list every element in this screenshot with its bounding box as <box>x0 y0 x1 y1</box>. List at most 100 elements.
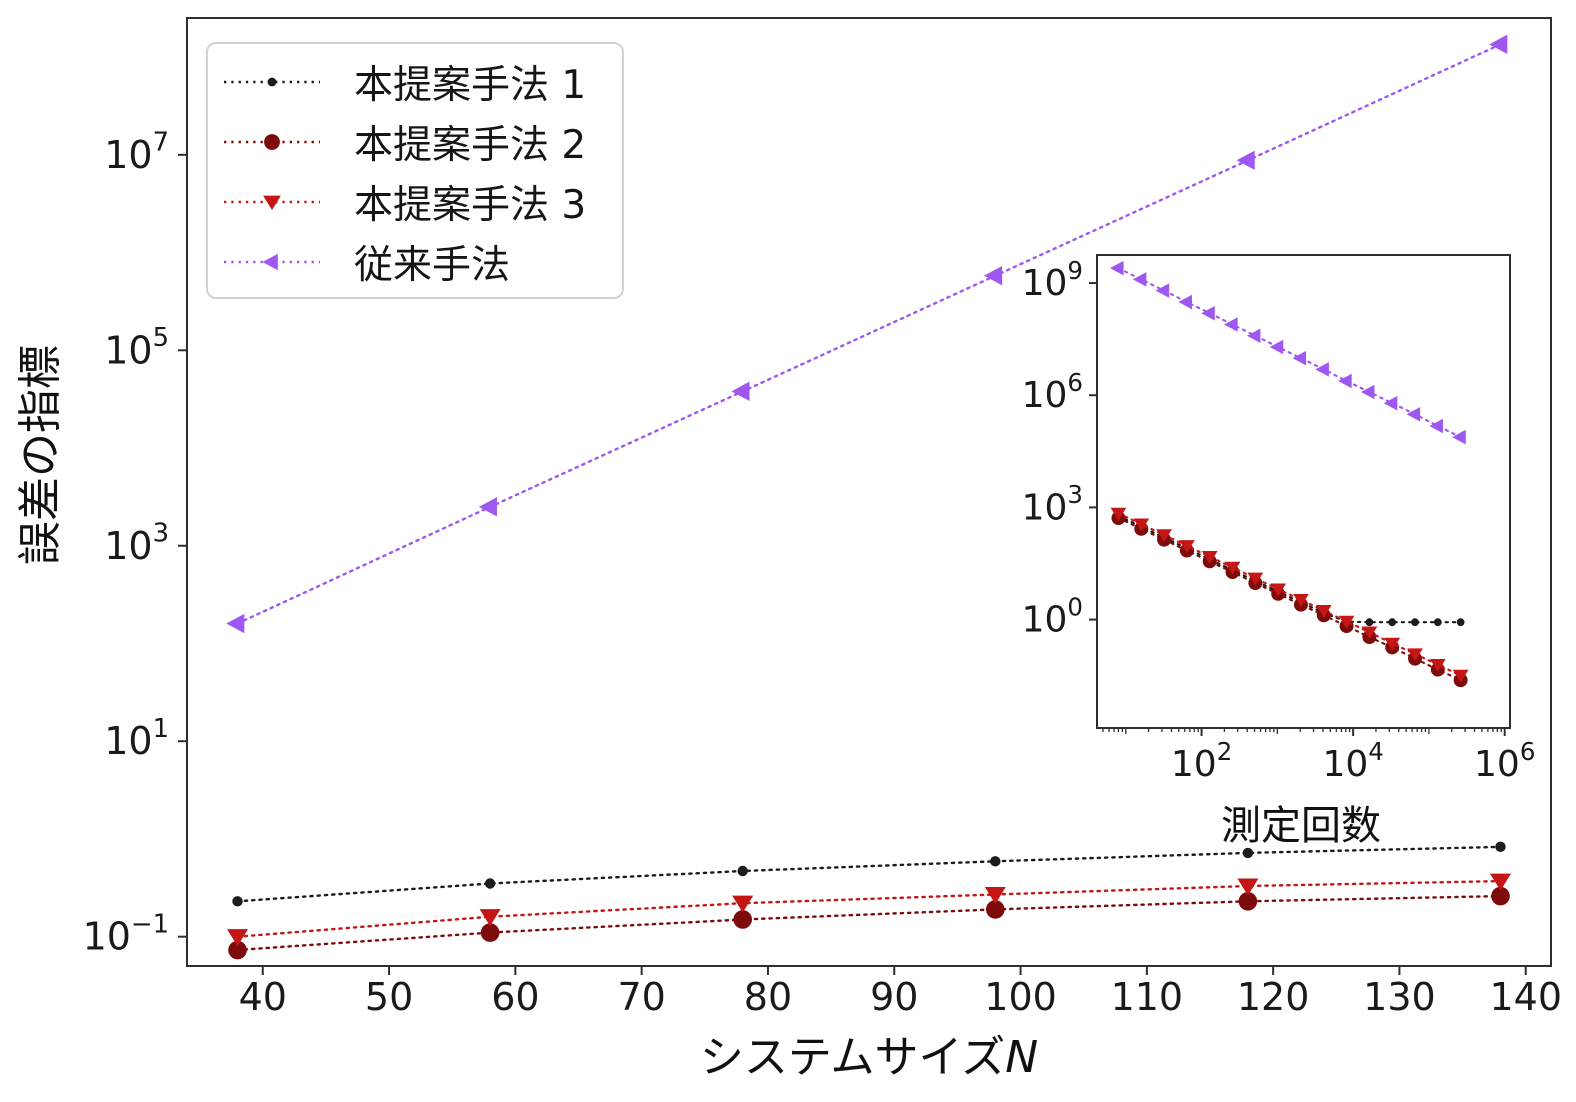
main-x-tick-label: 80 <box>744 975 792 1019</box>
legend-item: 従来手法 <box>220 232 622 292</box>
main-y-tick-label: 10−1 <box>83 910 169 959</box>
legend-item: 本提案手法 1 <box>220 52 622 112</box>
main-series-4-marker <box>226 613 245 634</box>
main-series-2-marker <box>480 923 500 942</box>
inset-x-tick-label: 106 <box>1474 737 1535 785</box>
inset-series-4-marker <box>1269 339 1284 355</box>
inset-y-tick-label: 100 <box>1022 592 1083 640</box>
main-series-2-marker <box>733 910 753 929</box>
inset-series-3-marker <box>1384 637 1401 651</box>
inset-series-3-marker <box>1179 540 1195 553</box>
inset-series-3-marker <box>1133 518 1150 532</box>
inset-series-3-marker <box>1156 529 1172 543</box>
main-x-tick-label: 70 <box>617 975 665 1019</box>
main-series-2-marker <box>985 900 1005 919</box>
inset-series-3-marker <box>1110 507 1127 521</box>
inset-series-3-marker <box>1270 583 1287 597</box>
inset-series-4-marker <box>1178 294 1193 310</box>
main-series-2-line <box>236 894 1502 952</box>
main-x-tick-label: 50 <box>365 975 413 1019</box>
inset-series-4-marker <box>1452 429 1466 445</box>
main-series-4-marker <box>1489 34 1508 55</box>
legend-sample-marker <box>262 253 278 271</box>
main-series-4-marker <box>478 497 497 517</box>
legend-marker-triangle-left-icon <box>224 253 320 271</box>
main-chart: 40 50 60 70 80 90 100 110 120 130 140 10−1 101 103 105… <box>83 17 1562 1019</box>
main-series-3-marker <box>227 929 249 947</box>
main-series-4-marker <box>731 381 750 402</box>
inset-series-3-line <box>1117 512 1462 677</box>
main-series-3-marker <box>479 909 501 927</box>
inset-axes-frame <box>1096 254 1511 729</box>
main-series-1-marker <box>1242 847 1254 859</box>
inset-series-3-marker <box>1429 659 1446 672</box>
inset-series-4-marker <box>1360 384 1375 400</box>
inset-series-3-marker <box>1293 594 1309 607</box>
main-x-tick-label: 120 <box>1237 975 1310 1019</box>
legend-item: 本提案手法 2 <box>220 112 622 172</box>
inset-y-tick-label: 103 <box>1022 480 1083 528</box>
main-series-1-marker <box>737 865 748 877</box>
inset-series-4-marker <box>1110 260 1124 276</box>
main-series-3-marker <box>984 886 1006 904</box>
inset-series-3-marker <box>1315 604 1332 618</box>
inset-series-3-marker <box>1247 572 1264 586</box>
main-series-3 <box>227 873 1511 947</box>
inset-series-1-marker <box>1456 618 1465 627</box>
main-series-4 <box>226 34 1508 634</box>
legend-sample-marker <box>267 77 277 87</box>
main-series-1-marker <box>1495 841 1506 853</box>
legend-item: 本提案手法 3 <box>220 172 622 232</box>
main-x-axis-label: システムサイズN <box>700 1021 1038 1085</box>
inset-series-1-marker <box>1388 618 1397 627</box>
inset-chart: 102 104 106 100 103 106 109 <box>1022 254 1535 785</box>
legend-marker-triangle-down-icon <box>224 195 320 211</box>
inset-series-4-marker <box>1315 362 1329 377</box>
inset-x-tick-label: 104 <box>1322 737 1383 785</box>
main-x-tick-label: 130 <box>1363 975 1436 1019</box>
main-series-1-line <box>236 845 1502 903</box>
main-series-1-marker <box>990 856 1001 867</box>
inset-series-4-line <box>1117 267 1462 439</box>
legend-item-label: 本提案手法 2 <box>354 123 587 168</box>
inset-x-tick-label: 102 <box>1171 737 1232 785</box>
main-series-4-line <box>236 43 1502 625</box>
inset-x-axis-label: 測定回数 <box>1221 803 1381 849</box>
inset-y-tick-label: 109 <box>1022 256 1083 304</box>
inset-series-4-marker <box>1224 317 1238 332</box>
main-y-tick-label: 105 <box>104 323 169 372</box>
inset-series-4-marker <box>1132 272 1147 287</box>
main-x-tick-label: 140 <box>1489 975 1562 1019</box>
main-series-3-line <box>236 879 1502 938</box>
main-series-4-marker <box>984 265 1003 286</box>
main-x-axis-label-variable: N <box>1005 1032 1039 1083</box>
legend-sample-marker <box>263 195 281 211</box>
inset-y-tick-label: 106 <box>1022 368 1083 416</box>
main-series-2-marker <box>1238 892 1258 911</box>
main-series-1-marker <box>232 896 243 907</box>
main-x-tick-label: 40 <box>239 975 287 1019</box>
inset-series-4-marker <box>1429 418 1443 434</box>
main-x-tick-label: 60 <box>491 975 539 1019</box>
main-series-1-marker <box>484 878 496 889</box>
main-x-tick-label: 90 <box>870 975 918 1019</box>
inset-series-3-marker <box>1224 561 1241 575</box>
main-y-tick-label: 101 <box>104 714 169 763</box>
inset-series-2-line <box>1117 516 1462 682</box>
inset-series-3-marker <box>1407 648 1423 662</box>
legend-sample-marker <box>264 134 280 150</box>
main-x-tick-label: 110 <box>1111 975 1184 1019</box>
inset-series-3-marker <box>1201 551 1218 564</box>
main-series-3-marker <box>1237 878 1259 896</box>
inset-series-3-marker <box>1452 669 1469 683</box>
inset-series-4-marker <box>1406 406 1421 422</box>
legend-marker-circle-icon <box>224 134 320 150</box>
inset-series-4-marker <box>1383 395 1398 411</box>
legend-item-label: 本提案手法 1 <box>354 63 587 108</box>
inset-series-1-marker <box>1365 618 1374 627</box>
inset-series-4-marker <box>1338 373 1352 389</box>
main-series-1 <box>232 841 1506 907</box>
inset-series-4-marker <box>1201 305 1215 321</box>
inset-series-4-marker <box>1292 350 1307 366</box>
